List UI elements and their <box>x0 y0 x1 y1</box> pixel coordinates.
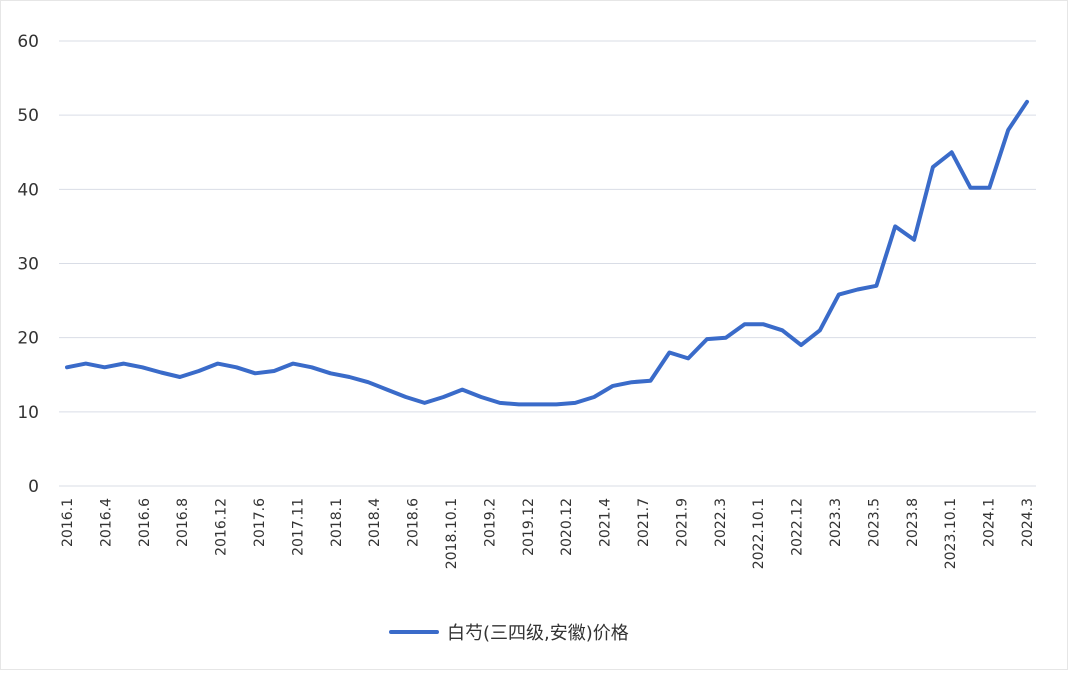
legend-label: 白芍(三四级,安徽)价格 <box>447 623 629 644</box>
x-tick-label: 2016.12 <box>214 498 230 556</box>
x-tick-label: 2024.3 <box>1020 498 1036 547</box>
x-tick-label: 2023.3 <box>828 498 844 547</box>
series-layer <box>67 102 1027 405</box>
x-axis-ticks: 2016.1 2016.4 2016.6 2016.8 2016.12 2017.6 201… <box>60 498 1036 569</box>
y-tick-label: 40 <box>17 180 39 200</box>
x-tick-label: 2020.12 <box>559 498 575 556</box>
x-tick-label: 2021.9 <box>674 498 690 547</box>
x-tick-label: 2022.10.1 <box>751 498 767 569</box>
x-tick-label: 2022.12 <box>790 498 806 556</box>
x-tick-label: 2023.5 <box>866 498 882 547</box>
x-tick-label: 2024.1 <box>982 498 998 547</box>
x-tick-label: 2022.3 <box>713 498 729 547</box>
x-tick-label: 2023.10.1 <box>943 498 959 569</box>
y-tick-label: 20 <box>17 329 39 349</box>
x-tick-label: 2018.10.1 <box>444 498 460 569</box>
gridlines <box>59 41 1036 486</box>
x-tick-label: 2016.6 <box>137 498 153 547</box>
y-tick-label: 30 <box>17 255 39 275</box>
x-tick-label: 2019.2 <box>482 498 498 547</box>
x-tick-label: 2018.1 <box>329 498 345 547</box>
x-tick-label: 2016.8 <box>175 498 191 547</box>
x-tick-label: 2021.7 <box>636 498 652 547</box>
x-tick-label: 2021.4 <box>598 498 614 547</box>
y-tick-label: 60 <box>17 32 39 52</box>
x-tick-label: 2018.6 <box>406 498 422 547</box>
x-tick-label: 2017.11 <box>290 498 306 556</box>
x-tick-label: 2016.4 <box>98 498 114 547</box>
y-axis-ticks: 0 10 20 30 40 50 60 <box>17 32 39 497</box>
x-tick-label: 2017.6 <box>252 498 268 547</box>
x-tick-label: 2016.1 <box>60 498 76 547</box>
legend: 白芍(三四级,安徽)价格 <box>391 623 629 644</box>
x-tick-label: 2019.12 <box>521 498 537 556</box>
x-tick-label: 2023.8 <box>905 498 921 547</box>
series-line <box>67 102 1027 405</box>
y-tick-label: 0 <box>28 477 39 497</box>
y-tick-label: 10 <box>17 403 39 423</box>
x-tick-label: 2018.4 <box>367 498 383 547</box>
y-tick-label: 50 <box>17 106 39 126</box>
